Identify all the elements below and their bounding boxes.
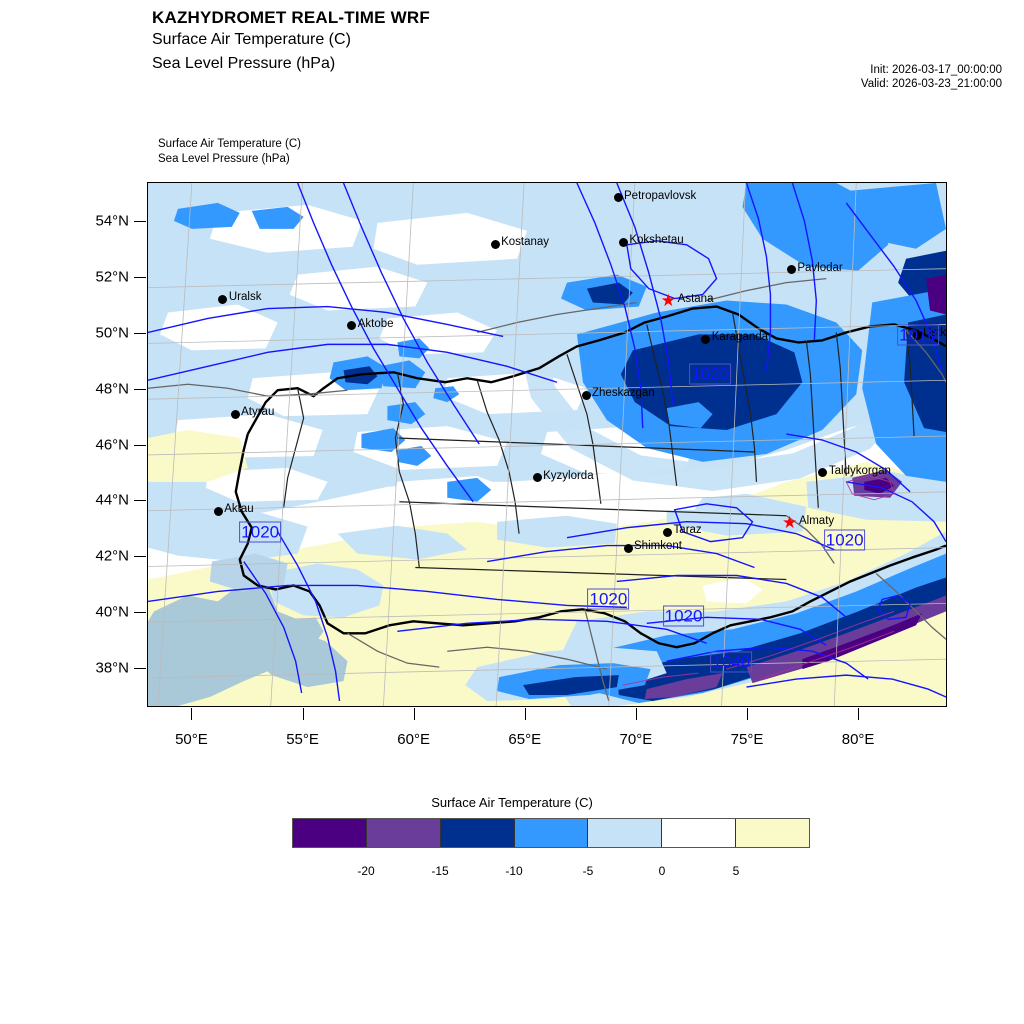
city-dot-icon [581,390,591,400]
x-axis-tick-mark [635,708,637,720]
colorbar-swatch [514,819,589,847]
map-canvas [148,183,946,706]
y-axis-tick-label: 46°N [95,436,129,453]
y-axis-tick-label: 52°N [95,268,129,286]
city-label: Shimkent [634,540,682,553]
city-label: Kostanay [501,236,550,249]
colorbar-tick-label: 5 [732,864,740,878]
isobar-label: 1040 [710,651,753,673]
city-label: Aktau [224,503,254,516]
y-axis-tick-label: 48°N [95,380,129,398]
y-axis-tick-label: 54°N [95,212,129,230]
city-label: Almaty [799,514,835,527]
city-label: Taraz [673,524,702,537]
city-label: Ustkamen [923,327,947,340]
y-axis-tick-label: 44°N [95,491,129,509]
city-label: Zheskazgan [592,387,655,400]
city-dot-icon [532,473,542,483]
x-axis-tick-label: 55°E [286,731,319,748]
city-dot-icon [786,265,796,275]
city-label: Pavlodar [797,261,843,274]
capital-star-icon: ★ [660,290,676,310]
y-axis-tick-label: 40°N [95,603,129,621]
panel-caption-pressure: Sea Level Pressure (hPa) [158,153,290,165]
x-axis-tick-mark [191,708,193,720]
y-axis-tick-mark [134,667,146,669]
city-label: Petropavlovsk [624,189,697,202]
city-label: Kyzylorda [543,469,594,482]
city-label: Kokshetau [629,234,684,247]
y-axis-tick-mark [134,276,146,278]
colorbar-swatch [588,819,663,847]
colorbar-tick-label: -20 [357,864,375,878]
colorbar-swatch [293,819,367,847]
colorbar-swatch [440,819,515,847]
city-dot-icon [613,193,623,203]
y-axis-tick-mark [134,500,146,502]
header-subtitle-temperature: Surface Air Temperature (C) [152,31,351,48]
valid-time-label: Valid: 2026-03-23_21:00:00 [860,78,1002,90]
x-axis-tick-label: 80°E [841,731,875,748]
y-axis-tick-mark [134,332,146,334]
city-dot-icon [623,543,633,553]
page-title: KAZHYDROMET REAL-TIME WRF [152,8,430,27]
x-axis-tick-label: 50°E [175,731,208,748]
y-axis-tick-mark [134,388,146,390]
city-dot-icon [213,506,223,516]
colorbar-title: Surface Air Temperature (C) [431,795,593,810]
isobar-label: 1020 [587,588,630,610]
y-axis-tick-mark [134,612,146,614]
y-axis-tick-label: 42°N [95,547,129,565]
x-axis-tick-mark [413,708,415,720]
y-axis-tick-mark [134,444,146,446]
capital-star-icon: ★ [782,512,798,532]
x-axis-tick-mark [747,708,748,720]
city-dot-icon [490,239,500,249]
city-dot-icon [347,321,357,331]
isobar-label: 1010 [897,324,939,346]
city-dot-icon [663,527,673,537]
isobar-label: 1020 [823,529,866,551]
isobar-label: 1020 [689,363,732,385]
city-dot-icon [701,334,711,344]
colorbar-swatch [366,819,441,847]
x-axis-tick-mark [858,708,860,720]
x-axis-tick-label: 70°E [619,731,653,748]
map-plot-area[interactable]: Petropavlovsk Kostanay Kokshetau Pavlodar Ur… [147,182,947,707]
forecast-timestamps: Init: 2026-03-17_00:00:00 Valid: 2026-03… [861,63,1002,91]
city-dot-icon [230,409,240,419]
colorbar-swatch [736,819,810,847]
city-label: Astana [677,292,714,305]
city-label: Aktobe [357,317,394,330]
city-label: Uralsk [228,291,262,304]
x-axis-tick-label: 65°E [508,731,542,748]
city-dot-icon [912,330,922,340]
city-label: Karaganda [711,331,769,344]
y-axis-tick-label: 38°N [95,659,129,677]
city-dot-icon [218,294,228,304]
x-axis-tick-label: 75°E [730,731,764,748]
y-axis-tick-mark [134,221,146,223]
city-label: Atyrau [241,406,275,419]
panel-caption-temperature: Surface Air Temperature (C) [158,138,301,150]
init-time-label: Init: 2026-03-17_00:00:00 [870,64,1002,76]
city-dot-icon [818,468,828,478]
x-axis-tick-mark [302,708,304,720]
colorbar-swatch [662,819,737,847]
colorbar-tick-label: -15 [431,864,449,878]
header-subtitle-pressure: Sea Level Pressure (hPa) [152,55,336,72]
isobar-label: 1020 [239,521,282,543]
city-dot-icon [618,237,628,247]
temperature-colorbar [292,818,810,848]
isobar-label: 1020 [662,605,705,627]
colorbar-tick-label: -10 [505,864,523,878]
colorbar-tick-label: -5 [582,864,594,878]
colorbar-tick-label: 0 [658,864,666,878]
city-label: Taldykorgan [828,464,891,477]
y-axis-tick-label: 50°N [95,324,129,342]
x-axis-tick-label: 60°E [397,731,430,748]
x-axis-tick-mark [524,708,526,720]
y-axis-tick-mark [134,556,146,558]
